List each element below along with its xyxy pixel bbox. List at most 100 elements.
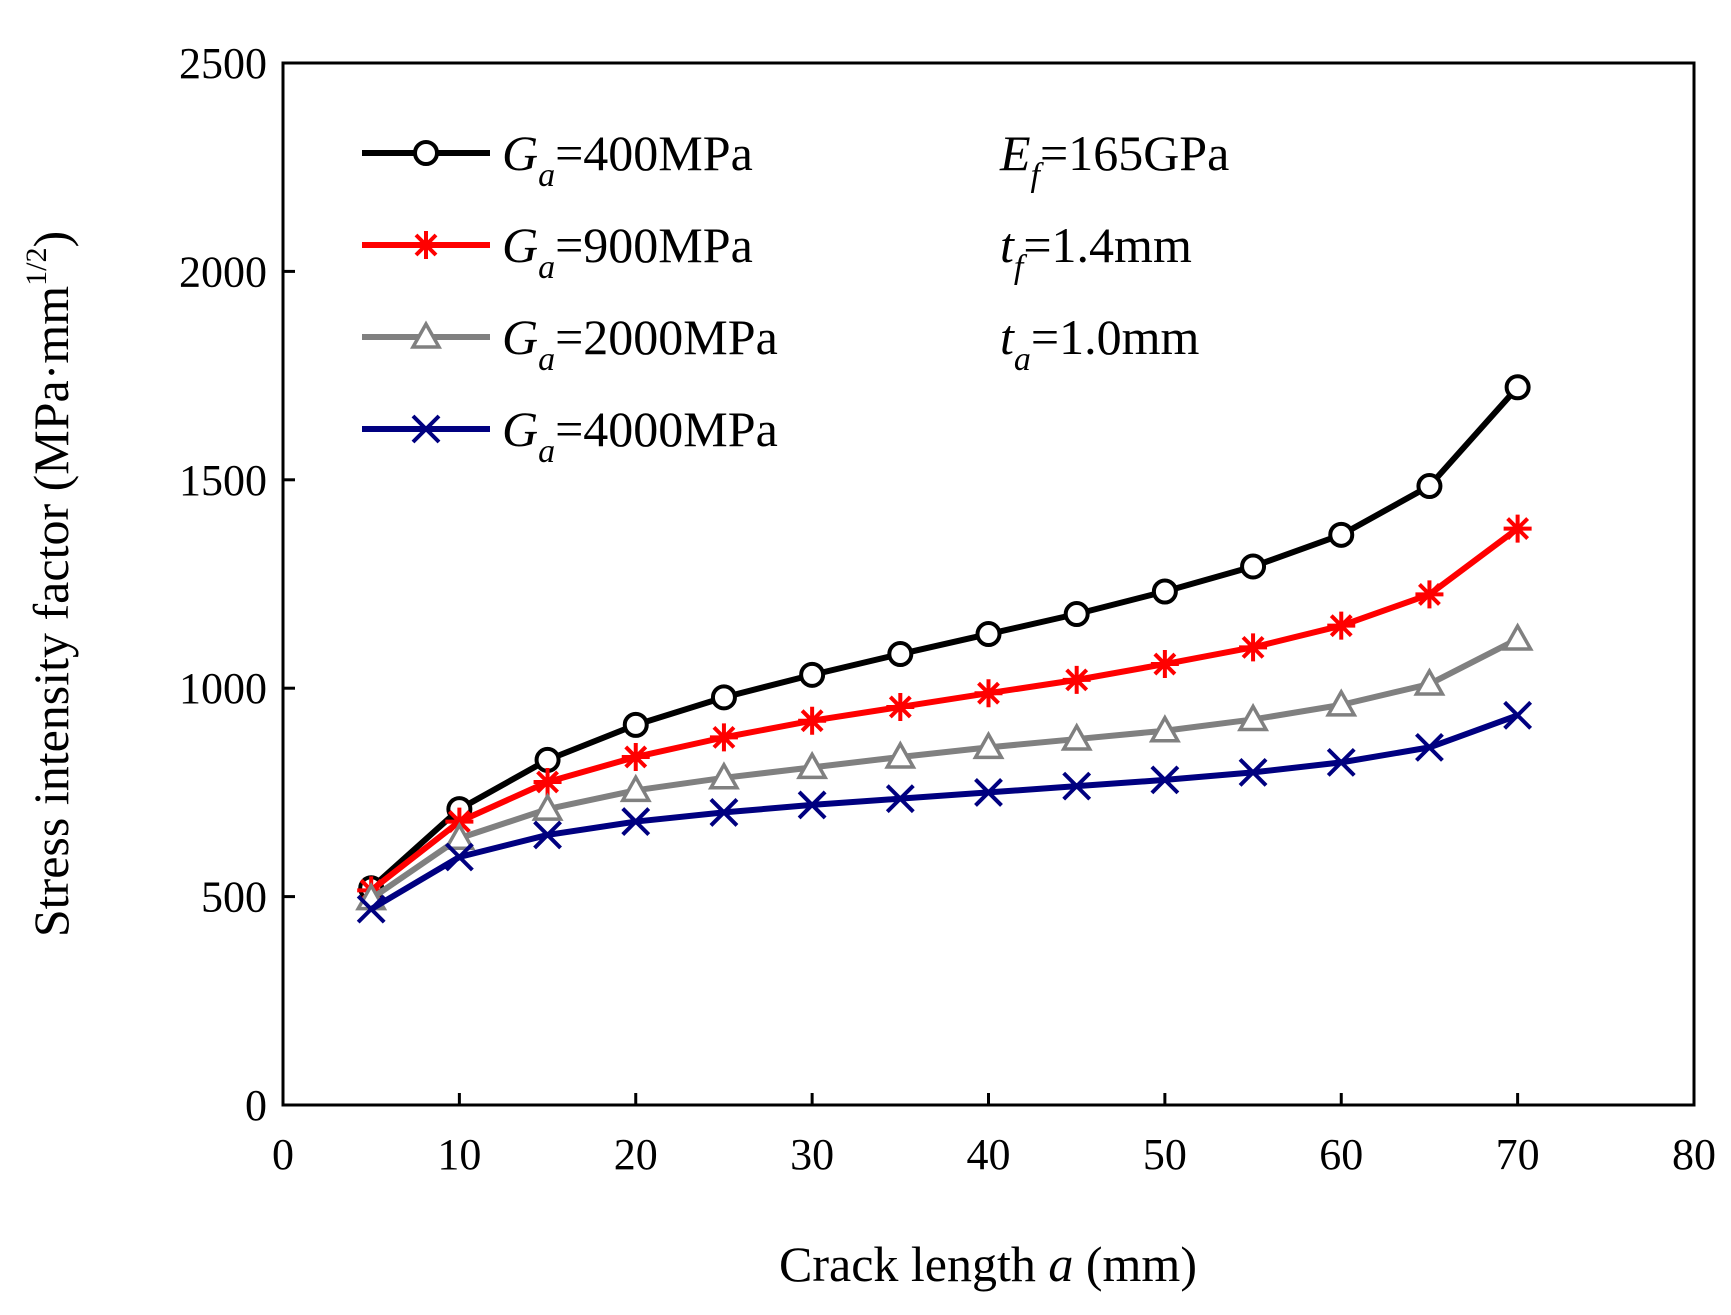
x-tick-label-3: 30 (790, 1130, 834, 1179)
series-0-point-7 (975, 621, 1002, 648)
series-3-point-5 (797, 790, 827, 820)
series-1-point-5 (798, 706, 827, 735)
series-1-point-13-shape (1503, 514, 1532, 543)
legend-marker-2 (410, 320, 442, 349)
axes: 0 10 20 30 40 50 60 70 80 0 500 1000 1500 2000 2500 (179, 39, 1716, 1179)
series-0-point-4 (710, 684, 737, 711)
series-2-point-2 (531, 792, 564, 821)
series-1-point-2-shape (533, 767, 562, 796)
legend-marker-0-shape (413, 140, 439, 166)
series-1-point-3 (621, 742, 650, 771)
series-3-point-0 (356, 894, 386, 924)
x-axis-title-var: a (1048, 1236, 1073, 1292)
legend-marker-2-shape (410, 320, 442, 349)
y-axis-title-prefix: Stress intensity factor (MPa·mm (23, 286, 79, 937)
series-1-point-8-shape (1062, 665, 1091, 694)
series-3-point-1 (444, 842, 474, 872)
series-3-point-5-shape (797, 790, 827, 820)
series-3-line (369, 712, 1519, 912)
series-3-point-9-shape (1150, 765, 1180, 795)
legend-label-2-sym: G (502, 309, 538, 365)
y-tick-label-0: 0 (245, 1081, 267, 1130)
series-1-point-6 (886, 692, 915, 721)
y-tick-label-1: 500 (201, 873, 267, 922)
series-3-point-3 (621, 807, 651, 836)
series-3-point-11 (1326, 747, 1356, 777)
series-1-point-6-shape (886, 692, 915, 721)
series-2-point-3-shape (619, 773, 652, 803)
series-1-point-4-shape (709, 723, 738, 752)
x-tick-label-5: 50 (1143, 1130, 1187, 1179)
series-1-point-1-shape (445, 807, 474, 836)
series-0-point-10 (1240, 553, 1267, 580)
series-1-point-9 (1150, 650, 1179, 679)
series-0-point-5-shape (799, 661, 826, 688)
x-axis-title-prefix: Crack length (779, 1236, 1048, 1292)
y-tick-label-5: 2500 (179, 39, 267, 88)
series-0-point-8 (1063, 601, 1090, 628)
series-3-point-3-shape (621, 807, 651, 836)
series-3-point-7-shape (974, 777, 1003, 807)
series-0-point-5 (799, 661, 826, 688)
series-2-point-7-shape (972, 730, 1005, 760)
legend-label-2-sub: a (538, 341, 555, 378)
series-3-point-1-shape (444, 842, 474, 872)
legend-label-1-sym: G (502, 217, 538, 273)
plot-frame (281, 61, 1696, 1107)
annotation-2: ta=1.0mm (1000, 309, 1199, 378)
series-3 (356, 700, 1533, 924)
legend-label-0-sub: a (538, 157, 555, 194)
series-3-point-10 (1238, 757, 1268, 787)
series-1-line (369, 526, 1520, 893)
legend-label-3-sub: a (538, 433, 555, 470)
series-2-line (369, 636, 1519, 902)
series-1-point-8 (1062, 665, 1091, 694)
series-0-line (369, 385, 1520, 891)
series-2-point-3 (619, 773, 652, 803)
series-3-point-10-shape (1238, 757, 1268, 787)
legend-entry-3: Ga=4000MPa (362, 401, 778, 470)
x-tick-label-4: 40 (967, 1130, 1011, 1179)
series-0-point-2 (534, 746, 561, 773)
series-2-point-2-shape (531, 792, 564, 821)
legend-label-1-rest: =900MPa (555, 217, 753, 273)
series-0-point-10-shape (1240, 553, 1267, 580)
series-3-point-12-shape (1415, 732, 1444, 762)
series-2-point-13-shape (1501, 622, 1534, 651)
y-tick-label-2: 1000 (179, 664, 267, 713)
annotation-1-rest: =1.4mm (1023, 217, 1192, 273)
series-3-point-9 (1150, 765, 1180, 795)
series-3-point-13 (1503, 700, 1533, 730)
series-3-point-4-shape (709, 797, 739, 827)
series-3-point-4 (709, 797, 739, 827)
series-2-point-4 (707, 761, 740, 790)
annotation-2-rest: =1.0mm (1031, 309, 1200, 365)
series-2-point-12-shape (1413, 667, 1446, 696)
series-0-point-3 (622, 711, 649, 738)
legend-marker-1-shape (412, 231, 440, 259)
legend-marker-3-shape (411, 414, 441, 444)
series-3-point-6 (885, 784, 915, 814)
legend-label-0-sym: G (502, 125, 538, 181)
series-1-point-13 (1503, 514, 1532, 543)
series-1-point-11-shape (1327, 611, 1356, 640)
x-tick-label-0: 0 (272, 1130, 294, 1179)
legend-label-1: Ga=900MPa (502, 217, 753, 286)
series-3-point-11-shape (1326, 747, 1356, 777)
series-2-point-9 (1148, 714, 1181, 743)
x-tick-label-2: 20 (614, 1130, 658, 1179)
series-0-point-13-shape (1504, 374, 1531, 401)
legend-label-3-sym: G (502, 401, 538, 457)
series-3-point-8 (1062, 771, 1092, 801)
series-1-point-12-shape (1415, 580, 1444, 609)
series-1-point-4 (709, 723, 738, 752)
series-0-point-6 (887, 641, 914, 668)
series-0-point-11-shape (1328, 521, 1355, 548)
series-3-point-2-shape (533, 820, 562, 850)
series-3-point-6-shape (885, 784, 915, 814)
annotation-0-sym: E (999, 125, 1031, 181)
series-2-point-5-shape (796, 750, 829, 780)
series-1-point-11 (1327, 611, 1356, 640)
series-0-point-11 (1328, 521, 1355, 548)
y-axis-title-sup: 1/2 (20, 248, 53, 286)
